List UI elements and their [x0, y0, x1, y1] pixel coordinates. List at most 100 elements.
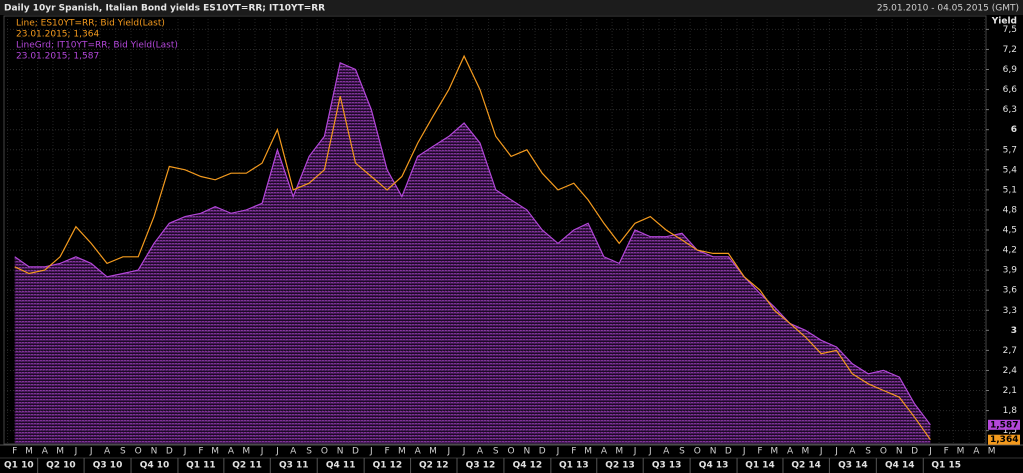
quarter-label: Q4 13: [699, 461, 729, 471]
quarter-label: Q1 13: [559, 461, 589, 471]
x-tick-label: A: [601, 447, 608, 457]
x-tick-label: N: [710, 447, 717, 457]
legend-text: 23.01.2015; 1,587: [16, 52, 99, 62]
quarter-label: Q2 13: [605, 461, 635, 471]
x-tick-label: F: [944, 447, 949, 457]
x-tick-label: D: [725, 447, 732, 457]
quarter-label: Q3 12: [466, 461, 496, 471]
x-tick-label: J: [369, 447, 373, 457]
x-tick-label: F: [198, 447, 203, 457]
x-tick-label: N: [524, 447, 531, 457]
x-tick-label: J: [819, 447, 823, 457]
x-tick-label: J: [260, 447, 264, 457]
x-tick-label: A: [42, 447, 49, 457]
x-tick-label: F: [571, 447, 576, 457]
x-tick-label: S: [306, 447, 312, 457]
x-tick-label: O: [135, 447, 142, 457]
y-tick-label: 3,9: [1003, 266, 1018, 276]
x-tick-label: N: [151, 447, 158, 457]
x-tick-label: O: [880, 447, 887, 457]
x-tick-label: J: [648, 447, 652, 457]
quarter-label: Q3 14: [838, 461, 868, 471]
quarter-label: Q4 14: [885, 461, 915, 471]
quarter-label: Q4 11: [326, 461, 356, 471]
x-tick-label: M: [615, 447, 623, 457]
x-tick-label: M: [802, 447, 810, 457]
line: [14, 61, 931, 426]
x-tick-label: N: [337, 447, 344, 457]
x-tick-label: O: [508, 447, 515, 457]
y-axis-label: Yield: [991, 17, 1017, 27]
area: [14, 62, 931, 445]
x-tick-label: S: [865, 447, 871, 457]
quarter-label: Q2 11: [232, 461, 262, 471]
quarter-label: Q2 12: [419, 461, 449, 471]
x-tick-label: A: [787, 447, 794, 457]
x-tick-label: J: [928, 447, 932, 457]
y-tick-label: 2,7: [1003, 346, 1017, 356]
quarter-label: Q3 10: [93, 461, 123, 471]
value-tag-label: 1,364: [990, 435, 1018, 445]
x-tick-label: D: [911, 447, 918, 457]
legend-text: Line; ES10YT=RR; Bid Yield(Last): [16, 19, 165, 29]
x-tick-label: M: [429, 447, 437, 457]
x-tick-label: O: [321, 447, 328, 457]
x-tick-label: N: [896, 447, 903, 457]
y-tick-label: 4,5: [1003, 226, 1017, 236]
value-tag: [988, 434, 1020, 445]
x-tick-label: M: [211, 447, 219, 457]
x-tick-label: J: [834, 447, 838, 457]
y-tick-label: 4,8: [1003, 205, 1018, 215]
value-tag: [988, 419, 1020, 430]
y-tick-label: 2,1: [1003, 386, 1017, 396]
quarter-label: Q3 11: [279, 461, 309, 471]
x-tick-label: A: [228, 447, 235, 457]
x-tick-label: J: [183, 447, 187, 457]
x-tick-label: F: [12, 447, 17, 457]
x-tick-label: M: [957, 447, 965, 457]
quarter-label: Q1 11: [186, 461, 216, 471]
y-tick-label: 4,2: [1003, 246, 1017, 256]
quarter-label: Q1 15: [931, 461, 961, 471]
chart-title: Daily 10yr Spanish, Italian Bond yields …: [4, 4, 325, 14]
quarter-label: Q3 13: [652, 461, 682, 471]
x-tick-label: A: [290, 447, 297, 457]
x-tick-label: M: [242, 447, 250, 457]
quarter-label: Q1 10: [4, 461, 34, 471]
quarter-label: Q4 12: [513, 461, 543, 471]
x-tick-label: A: [477, 447, 484, 457]
y-tick-label: 6,9: [1003, 65, 1018, 75]
y-tick-label: 6,6: [1003, 85, 1018, 95]
x-tick-label: A: [663, 447, 670, 457]
legend-text: 23.01.2015; 1,364: [16, 30, 99, 40]
x-tick-label: D: [539, 447, 546, 457]
x-tick-label: M: [988, 447, 996, 457]
y-tick-label: 1,5: [1003, 426, 1017, 436]
quarter-label: Q2 14: [791, 461, 821, 471]
x-tick-label: D: [166, 447, 173, 457]
y-tick-label: 5,1: [1003, 185, 1017, 195]
y-tick-label: 3,6: [1003, 286, 1018, 296]
x-tick-label: M: [770, 447, 778, 457]
value-tag-label: 1,587: [990, 420, 1018, 430]
x-tick-label: J: [74, 447, 78, 457]
y-tick-label: 3: [1011, 326, 1017, 336]
quarter-label: Q2 10: [46, 461, 76, 471]
x-tick-label: D: [352, 447, 359, 457]
line: [14, 54, 931, 441]
x-tick-label: F: [757, 447, 762, 457]
y-tick-label: 6: [1011, 125, 1017, 135]
y-tick-label: 7,5: [1003, 25, 1017, 35]
x-tick-label: A: [849, 447, 856, 457]
x-tick-label: S: [493, 447, 499, 457]
x-tick-label: J: [633, 447, 637, 457]
y-tick-label: 6,3: [1003, 105, 1017, 115]
y-tick-label: 3,3: [1003, 306, 1017, 316]
x-tick-label: J: [462, 447, 466, 457]
x-tick-label: F: [385, 447, 390, 457]
title-bar: [0, 0, 1023, 15]
x-tick-label: M: [25, 447, 33, 457]
x-tick-label: A: [104, 447, 111, 457]
y-tick-label: 5,7: [1003, 145, 1017, 155]
